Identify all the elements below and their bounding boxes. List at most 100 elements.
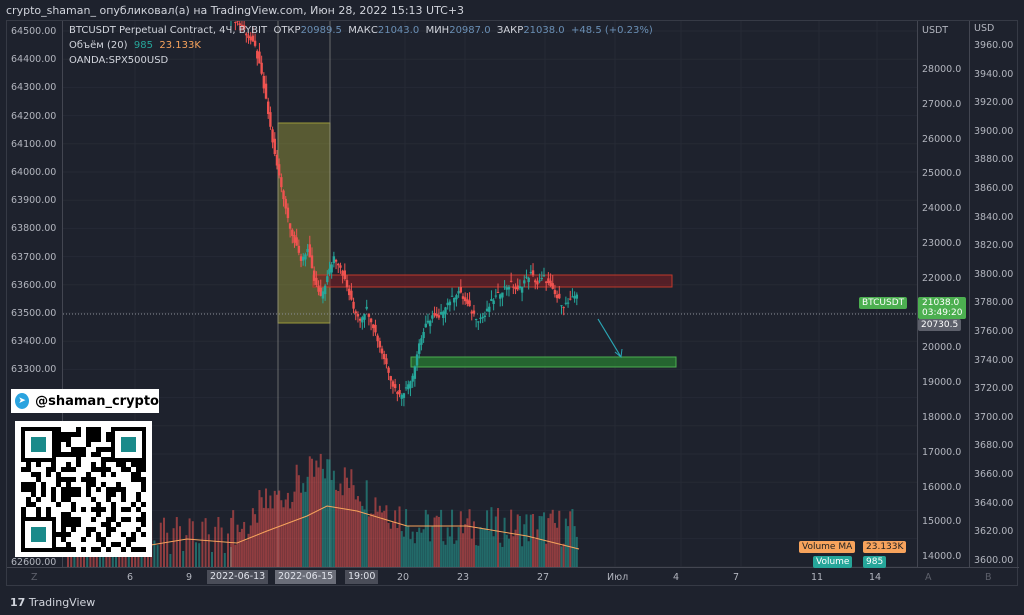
qr-module bbox=[86, 527, 91, 532]
volume-bar bbox=[536, 529, 539, 567]
volume-bar bbox=[551, 509, 554, 567]
volume-ma-line bbox=[67, 505, 580, 550]
qr-module bbox=[86, 487, 91, 492]
qr-module bbox=[76, 487, 81, 492]
qr-module bbox=[96, 452, 101, 457]
volume-bar bbox=[363, 509, 366, 567]
qr-module bbox=[131, 472, 136, 477]
usd-axis-tick: 3920.00 bbox=[974, 97, 1014, 109]
volume-bar bbox=[556, 527, 559, 567]
qr-module bbox=[121, 532, 126, 537]
chart-frame[interactable]: BTCUSDT Perpetual Contract, 4Ч, BYBIT ОТ… bbox=[6, 20, 1019, 587]
qr-module bbox=[86, 472, 91, 477]
qr-module bbox=[91, 507, 96, 512]
candle-body bbox=[516, 285, 519, 290]
qr-module bbox=[81, 447, 86, 452]
candle-body bbox=[549, 280, 552, 286]
usdt-price-axis[interactable]: USDT 28000.0 27000.0 26000.0 25000.0 24000.0 2… bbox=[917, 21, 969, 567]
volume-bar bbox=[391, 522, 394, 567]
qr-module bbox=[111, 502, 116, 507]
qr-module bbox=[71, 527, 76, 532]
candle-body bbox=[573, 295, 576, 299]
candle-body bbox=[415, 354, 419, 366]
qr-module bbox=[56, 447, 61, 452]
qr-module bbox=[91, 437, 96, 442]
usdt-axis-tick: 23000.0 bbox=[922, 238, 962, 249]
time-axis-tick: 23 bbox=[457, 572, 470, 583]
volume-bar bbox=[223, 552, 226, 567]
candle-body bbox=[444, 307, 447, 315]
volume-bar bbox=[389, 528, 392, 567]
qr-module bbox=[61, 487, 66, 492]
time-axis[interactable]: 6 9 2022-06-13 2022-06-15 19:00 20 23 27 Июл 4 7 11… bbox=[7, 567, 1019, 587]
qr-module bbox=[131, 547, 136, 552]
usdt-axis-tick: 25000.0 bbox=[922, 168, 962, 180]
qr-module bbox=[121, 462, 126, 467]
volume-bar bbox=[99, 547, 101, 567]
time-axis-button[interactable]: Z bbox=[31, 572, 38, 583]
volume-legend: Объём (20) 985 23.133K bbox=[69, 40, 201, 51]
qr-module bbox=[121, 517, 126, 522]
publish-header: crypto_shaman_ опубликовал(а) на Trading… bbox=[6, 4, 465, 17]
usdt-axis-tick: 16000.0 bbox=[922, 481, 962, 493]
qr-module bbox=[66, 542, 71, 547]
qr-module bbox=[101, 522, 106, 527]
volume-bar bbox=[525, 514, 528, 567]
qr-module bbox=[141, 512, 146, 517]
candle-body bbox=[236, 21, 239, 22]
qr-module bbox=[121, 487, 126, 492]
qr-module bbox=[111, 517, 116, 522]
qr-module bbox=[36, 497, 41, 502]
usdt-axis-tick: 17000.0 bbox=[922, 446, 962, 458]
left-axis-tick: 63800.00 bbox=[11, 223, 57, 235]
candle-body bbox=[558, 293, 561, 299]
candle-body bbox=[560, 305, 563, 307]
candle-body bbox=[323, 285, 327, 295]
usdt-axis-tick: 20000.0 bbox=[922, 342, 962, 354]
left-price-axis[interactable]: 64500.00 64400.00 64300.00 64200.00 64100.00… bbox=[7, 21, 63, 568]
time-axis-button[interactable]: A bbox=[925, 572, 932, 583]
candle-body bbox=[481, 316, 484, 319]
volume-bar bbox=[402, 536, 405, 567]
volume-bar bbox=[510, 509, 513, 567]
candle-body bbox=[258, 51, 261, 64]
candle-body bbox=[431, 315, 434, 319]
candle-body bbox=[358, 318, 362, 321]
price-chart[interactable] bbox=[7, 21, 1019, 587]
time-axis-tick: 20 bbox=[397, 572, 410, 583]
time-axis-tick: 2022-06-13 bbox=[207, 570, 269, 584]
qr-module bbox=[81, 537, 86, 542]
support-zone bbox=[410, 356, 677, 368]
qr-module bbox=[121, 492, 126, 497]
volume-bar bbox=[547, 518, 550, 567]
low-value: 20987.0 bbox=[449, 25, 491, 36]
volume-bar bbox=[127, 555, 130, 567]
qr-module bbox=[71, 507, 76, 512]
telegram-icon: ➤ bbox=[15, 393, 30, 409]
qr-module bbox=[76, 462, 81, 467]
qr-module bbox=[106, 532, 111, 537]
candle-body bbox=[253, 40, 257, 46]
qr-module bbox=[86, 482, 91, 487]
qr-finder bbox=[111, 427, 146, 462]
volume-bar bbox=[405, 509, 408, 567]
volume-bar bbox=[211, 551, 213, 567]
qr-module bbox=[61, 477, 66, 482]
usd-axis-tick: 3720.00 bbox=[974, 383, 1014, 395]
qr-module bbox=[61, 437, 66, 442]
volume-bar bbox=[182, 550, 185, 567]
qr-module bbox=[71, 447, 76, 452]
candle-body bbox=[249, 36, 252, 41]
volume-bar bbox=[431, 525, 434, 567]
usdt-axis-tick: 27000.0 bbox=[922, 98, 962, 110]
candle-body bbox=[262, 75, 266, 89]
usd-price-axis[interactable]: USD 3960.00 3940.00 3920.00 3900.00 3880.00 38… bbox=[969, 21, 1019, 567]
candle-body bbox=[477, 321, 480, 323]
time-axis-tick: 2022-06-15 bbox=[275, 570, 337, 584]
candle-body bbox=[385, 358, 388, 365]
volume-bar bbox=[254, 514, 257, 567]
time-axis-button[interactable]: B bbox=[985, 572, 992, 583]
qr-module bbox=[31, 487, 36, 492]
qr-module bbox=[106, 527, 111, 532]
qr-module bbox=[61, 492, 66, 497]
